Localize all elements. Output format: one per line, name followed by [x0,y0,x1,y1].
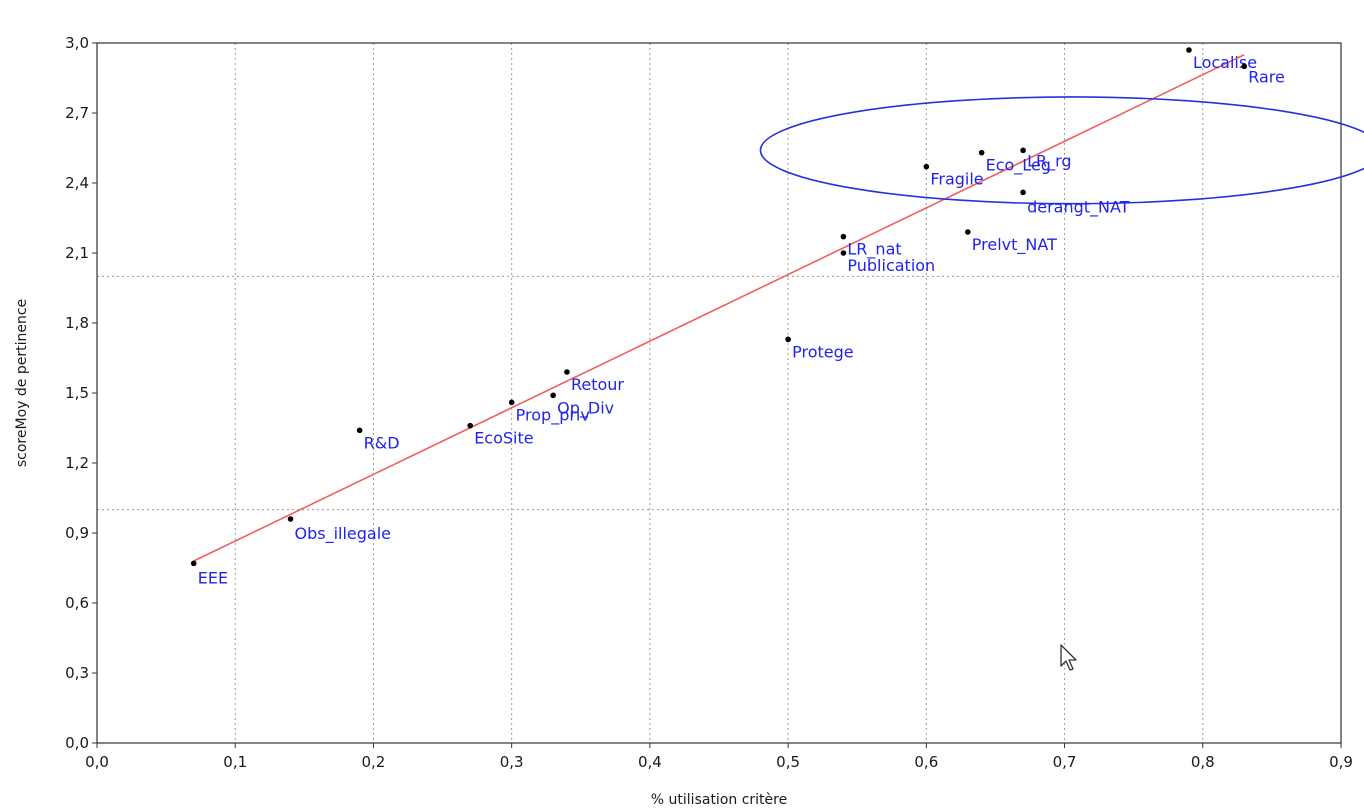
data-point [785,336,791,343]
trend-line [193,53,1245,562]
data-label: Protege [792,342,854,361]
data-point [923,163,930,170]
data-point [1020,189,1026,196]
y-tick-label: 1,2 [65,454,89,472]
data-point [356,427,363,434]
y-axis-title: scoreMoy de pertinence [14,299,30,467]
data-point [508,399,515,406]
reference-lines [97,275,1341,511]
y-axis: 0,0 0,3 0,6 0,9 1,2 1,5 1,8 2,1 2,4 2,7 3,0 [65,34,97,752]
data-label: LR_rg [1027,151,1071,171]
data-point [190,560,197,567]
x-tick-label: 0,0 [85,753,109,771]
x-tick-label: 0,4 [638,753,662,771]
data-label: Eco_Leg [986,156,1051,176]
data-label: R&D [364,433,400,452]
data-label: Prelvt_NAT [972,235,1057,255]
data-point [287,516,294,522]
y-tick-label: 0,3 [65,664,89,682]
x-tick-label: 0,3 [500,753,524,771]
y-tick-label: 1,8 [65,314,89,332]
x-tick-label: 0,5 [776,753,800,771]
x-tick-label: 0,6 [914,753,938,771]
y-tick-label: 3,0 [65,34,89,52]
data-points: EEE Obs_illegale R&D EcoSite Prop_privOp_Div… [190,47,1285,587]
y-tick-label: 0,0 [65,734,89,752]
data-label: EcoSite [474,429,533,448]
y-tick-label: 2,7 [65,104,89,122]
data-point [965,229,971,235]
y-tick-label: 2,1 [65,244,89,262]
x-axis-title: % utilisation critère [651,792,787,808]
x-tick-label: 0,2 [362,753,386,771]
y-tick-label: 2,4 [65,174,89,192]
data-point [1020,147,1026,154]
y-tick-label: 1,5 [65,384,89,402]
data-label: EEE [198,568,228,587]
data-label: Op_Div [557,398,614,418]
data-point [1186,47,1192,53]
data-label: Obs_illegale [295,524,392,544]
data-point [840,233,847,240]
data-point [978,149,985,156]
data-label: Localise [1193,53,1257,72]
x-tick-label: 0,9 [1329,753,1353,771]
data-point [550,392,556,399]
highlight-ellipse [759,96,1364,205]
data-label: Publication [847,256,935,275]
x-tick-label: 0,1 [223,753,247,771]
data-label: derangt_NAT [1027,197,1130,217]
x-tick-label: 0,8 [1191,753,1215,771]
x-axis: 0,0 0,1 0,2 0,3 0,4 0,5 0,6 0,7 0,8 0,9 [85,743,1353,771]
data-label: Prop_priv [516,405,590,425]
data-point [564,369,570,375]
data-label: Rare [1248,67,1285,86]
data-label: Fragile [930,170,983,189]
grid [234,43,1204,743]
data-label: LR_nat [847,240,901,260]
y-tick-label: 0,9 [65,524,89,542]
x-tick-label: 0,7 [1053,753,1077,771]
data-label: Retour [571,375,624,394]
y-tick-label: 0,6 [65,594,89,612]
plot-frame [96,42,1342,744]
data-point [467,422,474,429]
mouse-pointer-icon [1060,644,1077,671]
data-point [1241,63,1248,70]
data-point [840,250,847,256]
